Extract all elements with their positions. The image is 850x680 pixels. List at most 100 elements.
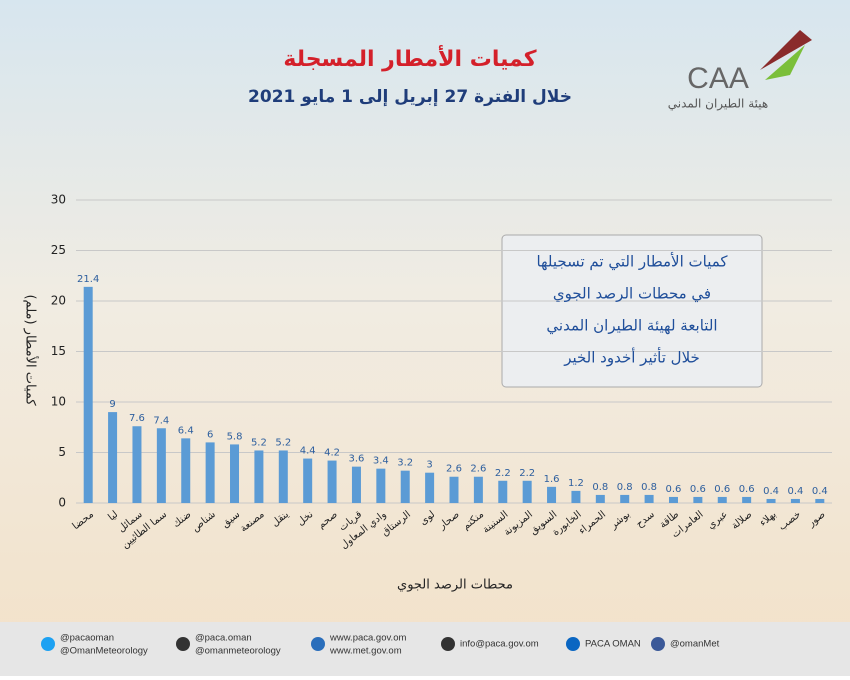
bar [620,494,630,503]
bar [473,476,483,503]
footer-item: www.met.gov.om [329,646,402,657]
y-tick-label: 5 [58,445,66,459]
annotation-line: كميات الأمطار التي تم تسجيلها [536,252,728,272]
value-label: 0.8 [592,482,608,493]
bar [351,466,361,503]
bar [156,428,166,503]
bar [181,438,191,503]
y-tick-label: 25 [51,243,66,257]
bar [668,496,678,503]
logo-subtitle: هيئة الطيران المدني [668,97,768,112]
value-label: 5.2 [275,437,291,448]
y-tick-label: 20 [51,294,66,308]
value-label: 0.6 [739,484,755,495]
annotation-box [501,234,763,388]
value-label: 6.4 [178,425,194,436]
value-label: 3.2 [397,458,413,469]
y-tick-label: 10 [51,395,66,409]
bar [400,470,410,503]
x-axis-label: محطات الرصد الجوي [397,578,513,593]
value-label: 21.4 [77,274,99,285]
footer-icon [441,637,455,651]
bar [742,496,752,503]
value-label: 0.4 [812,486,828,497]
bar [790,498,800,503]
bar [230,444,240,503]
bar [425,472,435,503]
annotation-line: خلال تأثير أخدود الخير [563,347,700,367]
value-label: 0.6 [714,484,730,495]
value-label: 0.4 [763,486,779,497]
value-label: 4.4 [300,446,316,457]
annotation-line: في محطات الرصد الجوي [553,285,711,304]
logo-text: CAA [687,62,749,95]
bar [449,476,459,503]
bar [205,442,215,503]
bar [83,286,93,503]
bar [132,426,142,503]
value-label: 0.8 [641,482,657,493]
bar [717,496,727,503]
footer-item: @pacaoman [60,633,114,644]
bar [254,450,264,503]
footer-item: PACA OMAN [585,639,641,650]
bar [547,486,557,503]
footer-icon [651,637,665,651]
footer-icon [41,637,55,651]
bar [278,450,288,503]
bar [376,468,386,503]
bar [303,458,313,503]
value-label: 0.8 [617,482,633,493]
bar [644,494,654,503]
value-label: 7.4 [153,415,169,426]
footer-item: @omanmeteorology [195,646,281,657]
value-label: 1.6 [544,474,560,485]
y-tick-label: 0 [58,496,66,510]
value-label: 3.6 [348,454,364,465]
value-label: 6 [207,429,213,440]
annotation-line: التابعة لهيئة الطيران المدني [546,317,717,336]
bar [571,490,581,503]
value-label: 1.2 [568,478,584,489]
value-label: 4.2 [324,448,340,459]
footer-item: info@paca.gov.om [460,639,539,650]
footer-bar [0,622,850,676]
chart-title: كميات الأمطار المسجلة [283,44,536,72]
logo-mark [765,45,805,80]
value-label: 9 [109,399,115,410]
value-label: 2.2 [519,468,535,479]
footer-item: @omanMet [670,639,720,650]
bar [595,494,605,503]
footer-item: www.paca.gov.om [329,633,406,644]
footer-icon [176,637,190,651]
bar [327,460,337,503]
y-axis-label: كميات الأمطار (ملم) [23,294,40,406]
bar [766,498,776,503]
value-label: 2.6 [470,464,486,475]
bar [815,498,825,503]
value-label: 7.6 [129,413,145,424]
chart-subtitle: خلال الفترة 27 إبريل إلى 1 مايو 2021 [248,87,572,107]
value-label: 2.2 [495,468,511,479]
footer-item: @OmanMeteorology [60,646,148,657]
value-label: 0.6 [666,484,682,495]
bar [498,480,508,503]
value-label: 0.6 [690,484,706,495]
value-label: 5.8 [227,431,243,442]
value-label: 3 [426,460,432,471]
footer-item: @paca.oman [195,633,252,644]
y-tick-label: 30 [51,193,66,207]
footer-icon [566,637,580,651]
logo-mark [760,30,812,70]
value-label: 0.4 [787,486,803,497]
value-label: 5.2 [251,437,267,448]
value-label: 3.4 [373,456,389,467]
bar [108,412,118,503]
bar [693,496,703,503]
value-label: 2.6 [446,464,462,475]
footer-icon [311,637,325,651]
bar [522,480,532,503]
y-tick-label: 15 [51,344,66,358]
